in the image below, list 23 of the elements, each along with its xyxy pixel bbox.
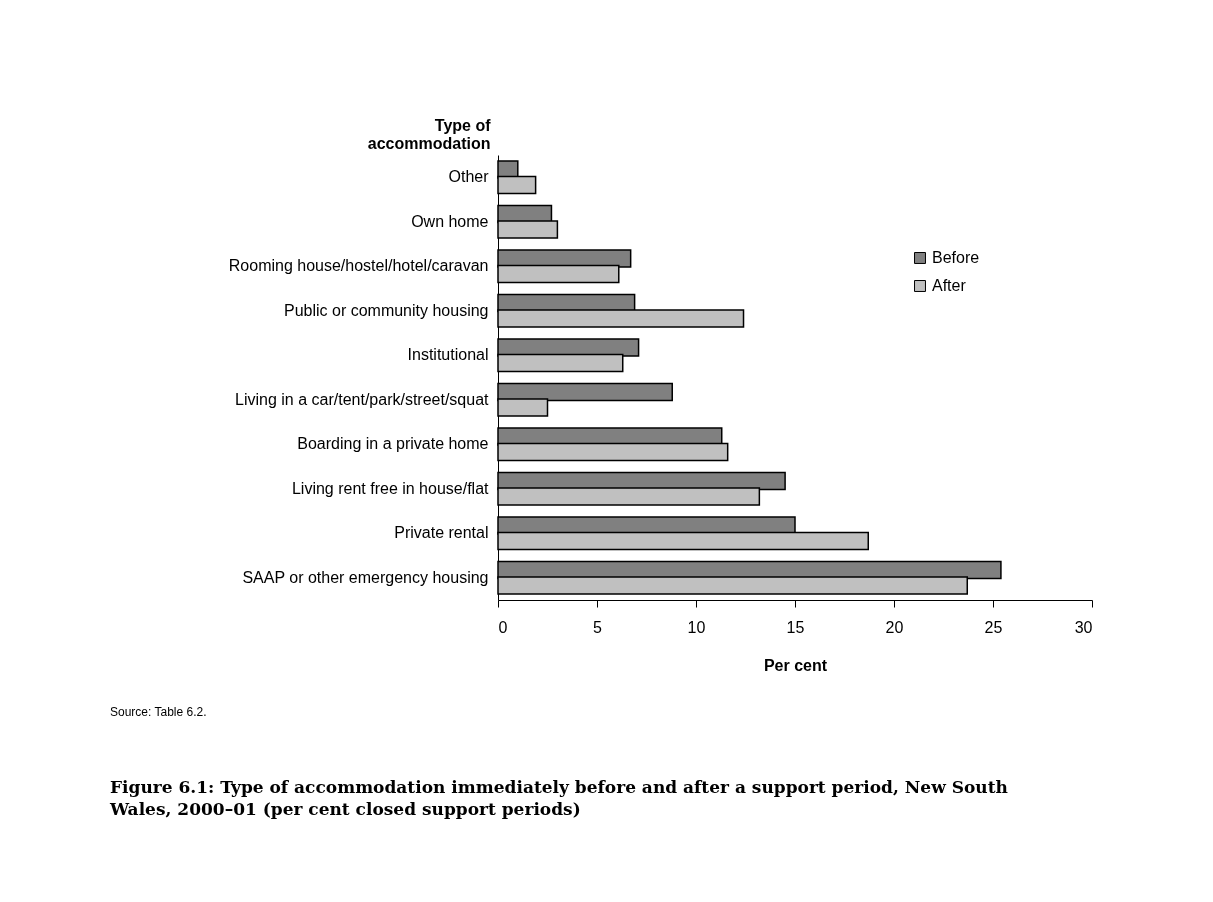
x-tick-label: 15 [786,618,805,636]
text: Figure 6.1: Type of accommodation immediately before and after a support period, New South Wales, 2000–01 (per cent closed support periods) [109,777,1008,819]
legend-label: Before [932,249,980,266]
legend-label: After [932,277,967,294]
source-note: Source: Table 6.2. [110,705,207,719]
y-tick-label: Private rental [394,524,489,542]
y-tick-label: Living in a car/tent/park/street/squat [235,390,490,408]
y-tick-label: Public or community housing [283,301,489,319]
x-tick-label: 30 [1074,618,1093,636]
x-tick-label: 25 [984,618,1003,636]
y-tick-label: Boarding in a private home [297,435,489,453]
x-tick-label: 20 [885,618,904,636]
y-tick-label: SAAP or other emergency housing [242,568,489,586]
y-tick-label: Institutional [407,346,489,364]
x-axis-title: Per cent [763,656,828,674]
y-tick-label: Own home [411,212,489,230]
x-tick-label: 5 [593,618,603,636]
y-tick-label: Living rent free in house/flat [291,479,490,497]
y-axis-title: Type of accommodation [367,116,492,152]
x-tick-label: 0 [498,618,508,636]
y-tick-label: Rooming house/hostel/hotel/caravan [228,257,489,275]
y-tick-label: Other [448,168,490,186]
x-tick-label: 10 [687,618,706,636]
